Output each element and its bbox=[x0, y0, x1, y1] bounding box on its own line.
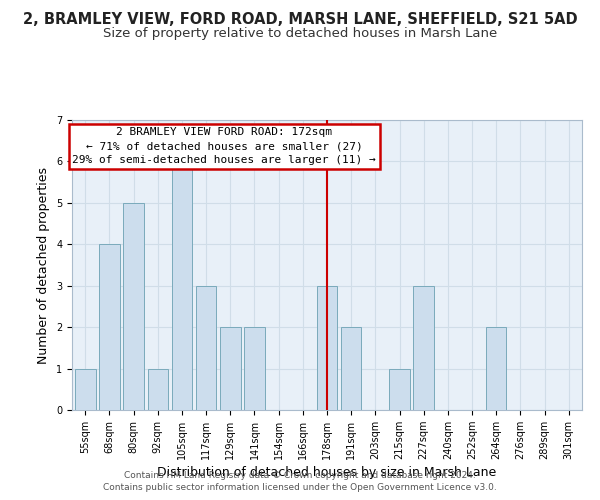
Bar bbox=[196, 286, 217, 410]
Bar bbox=[413, 286, 434, 410]
Bar bbox=[220, 327, 241, 410]
Bar bbox=[99, 244, 120, 410]
Bar bbox=[148, 368, 168, 410]
Text: 2, BRAMLEY VIEW, FORD ROAD, MARSH LANE, SHEFFIELD, S21 5AD: 2, BRAMLEY VIEW, FORD ROAD, MARSH LANE, … bbox=[23, 12, 577, 28]
Bar bbox=[172, 162, 192, 410]
Y-axis label: Number of detached properties: Number of detached properties bbox=[37, 166, 50, 364]
Bar bbox=[124, 203, 144, 410]
X-axis label: Distribution of detached houses by size in Marsh Lane: Distribution of detached houses by size … bbox=[157, 466, 497, 479]
Text: Contains public sector information licensed under the Open Government Licence v3: Contains public sector information licen… bbox=[103, 484, 497, 492]
Bar bbox=[244, 327, 265, 410]
Bar bbox=[389, 368, 410, 410]
Text: Size of property relative to detached houses in Marsh Lane: Size of property relative to detached ho… bbox=[103, 28, 497, 40]
Text: 2 BRAMLEY VIEW FORD ROAD: 172sqm
← 71% of detached houses are smaller (27)
29% o: 2 BRAMLEY VIEW FORD ROAD: 172sqm ← 71% o… bbox=[73, 128, 376, 166]
Bar bbox=[75, 368, 95, 410]
Bar bbox=[317, 286, 337, 410]
Text: Contains HM Land Registry data © Crown copyright and database right 2024.: Contains HM Land Registry data © Crown c… bbox=[124, 471, 476, 480]
Bar bbox=[486, 327, 506, 410]
Bar bbox=[341, 327, 361, 410]
